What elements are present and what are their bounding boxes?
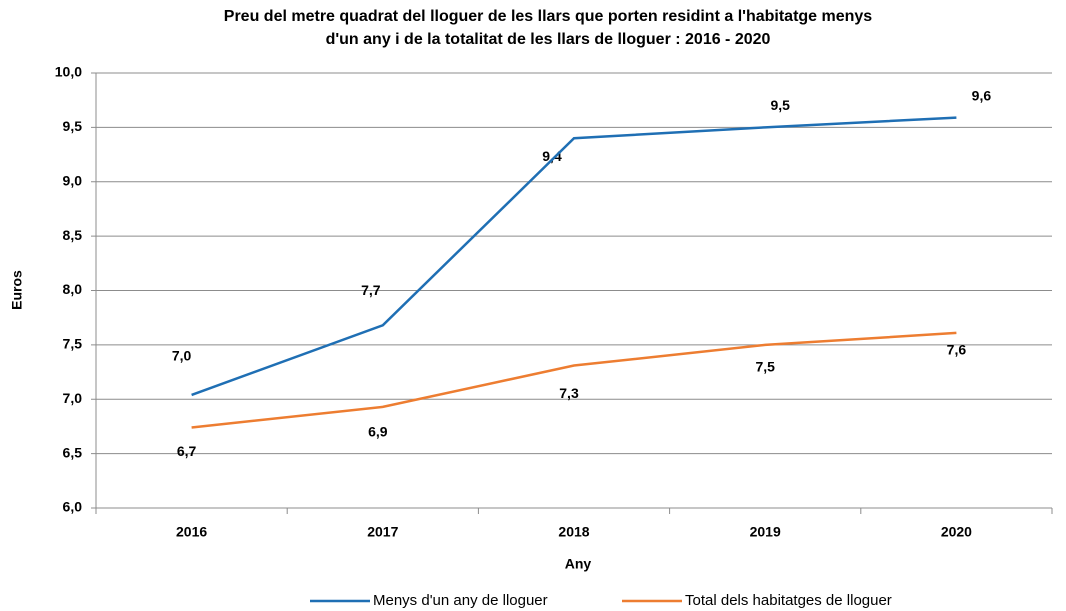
data-label: 7,0 xyxy=(172,348,192,364)
chart-title: d'un any i de la totalitat de les llars … xyxy=(326,31,771,48)
data-label: 7,5 xyxy=(755,359,775,375)
y-tick-label: 6,0 xyxy=(63,499,83,515)
series-line xyxy=(191,116,957,397)
y-tick-label: 9,0 xyxy=(63,172,83,188)
y-tick-label: 9,5 xyxy=(63,118,83,134)
data-label: 7,7 xyxy=(361,282,381,298)
y-tick-label: 10,0 xyxy=(55,64,82,80)
y-axis-label: Euros xyxy=(9,270,25,310)
legend-label: Total dels habitatges de lloguer xyxy=(685,592,892,609)
x-tick-label: 2018 xyxy=(558,524,589,540)
series-line xyxy=(191,331,957,429)
y-tick-label: 6,5 xyxy=(63,444,83,460)
legend-label: Menys d'un any de lloguer xyxy=(373,592,548,609)
data-label: 9,6 xyxy=(972,87,992,103)
x-tick-label: 2017 xyxy=(367,524,398,540)
data-label: 9,4 xyxy=(542,148,562,164)
x-axis-label: Any xyxy=(565,556,592,572)
x-tick-label: 2019 xyxy=(750,524,781,540)
data-label: 7,6 xyxy=(947,342,967,358)
data-label: 6,7 xyxy=(177,443,197,459)
y-tick-label: 8,5 xyxy=(63,227,83,243)
y-tick-label: 8,0 xyxy=(63,281,83,297)
data-label: 7,3 xyxy=(559,385,579,401)
y-tick-label: 7,0 xyxy=(63,390,83,406)
x-tick-label: 2016 xyxy=(176,524,207,540)
y-tick-label: 7,5 xyxy=(63,336,83,352)
data-label: 6,9 xyxy=(368,424,388,440)
chart-title: Preu del metre quadrat del lloguer de le… xyxy=(224,8,873,25)
data-label: 9,5 xyxy=(770,97,790,113)
x-tick-label: 2020 xyxy=(941,524,972,540)
